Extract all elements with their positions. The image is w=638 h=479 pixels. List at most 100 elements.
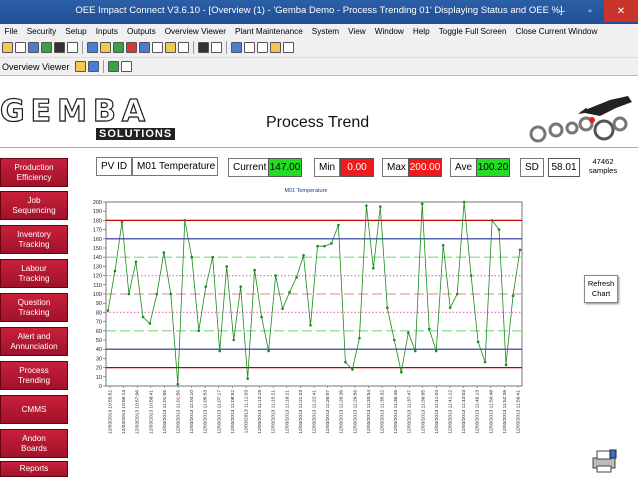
menu-toggle-full-screen[interactable]: Toggle Full Screen xyxy=(438,26,507,36)
maximize-button[interactable]: ▫ xyxy=(588,5,592,17)
chart-icon[interactable] xyxy=(41,42,52,53)
x-tick-label: 12/03/2013 11:46:13 xyxy=(475,390,481,434)
max-label: Max xyxy=(382,158,411,177)
data-point xyxy=(253,268,256,272)
y-tick-label: 140 xyxy=(93,255,102,261)
menu-help[interactable]: Help xyxy=(412,26,430,36)
search-icon[interactable] xyxy=(178,42,189,53)
y-tick-label: 180 xyxy=(93,218,102,224)
tile-icon[interactable] xyxy=(244,42,255,53)
print-icon[interactable] xyxy=(211,42,222,53)
book-icon[interactable] xyxy=(198,42,209,53)
menu-view[interactable]: View xyxy=(348,26,366,36)
nav-inventory-tracking[interactable]: Inventory Tracking xyxy=(0,225,68,254)
trend-icon[interactable] xyxy=(113,42,124,53)
menu-close-current-window[interactable]: Close Current Window xyxy=(515,26,598,36)
y-tick-label: 170 xyxy=(93,228,102,234)
menu-inputs[interactable]: Inputs xyxy=(95,26,118,36)
menu-window[interactable]: Window xyxy=(374,26,404,36)
y-tick-label: 100 xyxy=(93,292,102,298)
x-tick-label: 12/03/2013 11:26:36 xyxy=(339,390,345,434)
x-tick-label: 12/03/2013 11:15:21 xyxy=(271,390,277,434)
data-point xyxy=(127,292,131,296)
alarm-icon[interactable] xyxy=(100,42,111,53)
data-point xyxy=(148,322,152,325)
window-icon[interactable] xyxy=(231,42,242,53)
grid-icon[interactable] xyxy=(67,42,78,53)
data-point xyxy=(434,349,438,353)
nav-job-sequencing[interactable]: Job Sequencing xyxy=(0,191,68,220)
y-tick-label: 50 xyxy=(96,338,102,344)
folder-icon[interactable] xyxy=(2,42,13,53)
menu-file[interactable]: File xyxy=(4,26,18,36)
x-tick-label: 12/03/2013 10:57:06 xyxy=(135,390,141,434)
data-point xyxy=(316,244,319,248)
x-tick-label: 12/03/2013 11:52:39 xyxy=(502,390,508,434)
data-point xyxy=(504,363,508,367)
y-tick-label: 70 xyxy=(96,320,102,326)
menu-security[interactable]: Security xyxy=(26,26,57,36)
sample-count-value: 47462 xyxy=(592,157,614,166)
save-icon[interactable] xyxy=(88,61,100,72)
data-point xyxy=(225,265,229,268)
machine-icon[interactable] xyxy=(54,42,65,53)
y-tick-label: 0 xyxy=(99,384,102,390)
x-tick-label: 12/03/2013 11:13:19 xyxy=(257,390,263,434)
nav-andon-boards[interactable]: Andon Boards xyxy=(0,429,68,458)
ave-value: 100.20 xyxy=(476,158,510,177)
menu-system[interactable]: System xyxy=(311,26,340,36)
nav-alert-annunciation[interactable]: Alert and Annunciation xyxy=(0,327,68,356)
x-tick-label: 12/03/2013 11:21:23 xyxy=(298,390,304,434)
toolbar-separator xyxy=(103,60,105,73)
menu-overview-viewer[interactable]: Overview Viewer xyxy=(164,26,226,36)
edit-icon[interactable] xyxy=(15,42,26,53)
current-value: 147.00 xyxy=(268,158,302,177)
sd-label: SD xyxy=(520,158,544,177)
x-tick-label: 12/03/2013 11:33:54 xyxy=(366,390,372,434)
data-point xyxy=(476,340,480,344)
minimize-button[interactable]: – xyxy=(559,5,565,17)
trend-chart: M01 Temperature 0 10 20 30 40 50 60 70 80 90 100 110… xyxy=(78,182,552,472)
nav-question-tracking[interactable]: Question Tracking xyxy=(0,293,68,322)
settings-icon[interactable] xyxy=(121,61,133,72)
x-tick-label: 12/03/2013 11:41:12 xyxy=(448,390,454,434)
y-tick-label: 30 xyxy=(96,356,102,362)
nav-labour-tracking[interactable]: Labour Tracking xyxy=(0,259,68,288)
calendar-icon[interactable] xyxy=(152,42,163,53)
lightbulb-icon[interactable] xyxy=(270,42,281,53)
open-icon[interactable] xyxy=(75,61,87,72)
page-header: GEMBA SOLUTIONS Process Trend xyxy=(0,76,638,148)
data-point xyxy=(197,329,201,333)
min-label: Min xyxy=(314,158,341,177)
x-tick-label: 12/03/2013 11:36:45 xyxy=(393,390,399,434)
data-point xyxy=(483,360,487,364)
nav-production-efficiency[interactable]: Production Efficiency xyxy=(0,158,68,187)
stop-icon[interactable] xyxy=(126,42,137,53)
schedule-icon[interactable] xyxy=(139,42,150,53)
nav-process-trending[interactable]: Process Trending xyxy=(0,361,68,390)
help-icon[interactable] xyxy=(283,42,294,53)
menu-plant-maintenance[interactable]: Plant Maintenance xyxy=(234,26,303,36)
data-point xyxy=(134,260,138,264)
menu-setup[interactable]: Setup xyxy=(65,26,87,36)
x-tick-label: 12/03/2013 11:26:07 xyxy=(325,390,331,434)
refresh-chart-popup[interactable]: Refresh Chart xyxy=(584,275,618,303)
nav-cmms[interactable]: CMMS xyxy=(0,395,68,424)
data-point xyxy=(365,204,368,207)
trend-chart-svg: M01 Temperature 0 10 20 30 40 50 60 70 80 90 100 110… xyxy=(93,188,523,434)
data-point xyxy=(288,290,291,294)
report-icon[interactable] xyxy=(87,42,98,53)
data-point xyxy=(232,338,235,342)
toolbar-separator xyxy=(82,41,83,54)
data-point xyxy=(113,269,117,273)
nav-reports[interactable]: Reports xyxy=(0,461,68,477)
close-button[interactable]: ✕ xyxy=(604,0,638,22)
menu-outputs[interactable]: Outputs xyxy=(127,26,156,36)
cascade-icon[interactable] xyxy=(257,42,268,53)
refresh-icon[interactable] xyxy=(108,61,120,72)
users-icon[interactable] xyxy=(28,42,39,53)
printer-icon[interactable] xyxy=(590,448,620,474)
data-point xyxy=(141,315,145,319)
key-icon[interactable] xyxy=(165,42,176,53)
data-point xyxy=(455,292,459,296)
